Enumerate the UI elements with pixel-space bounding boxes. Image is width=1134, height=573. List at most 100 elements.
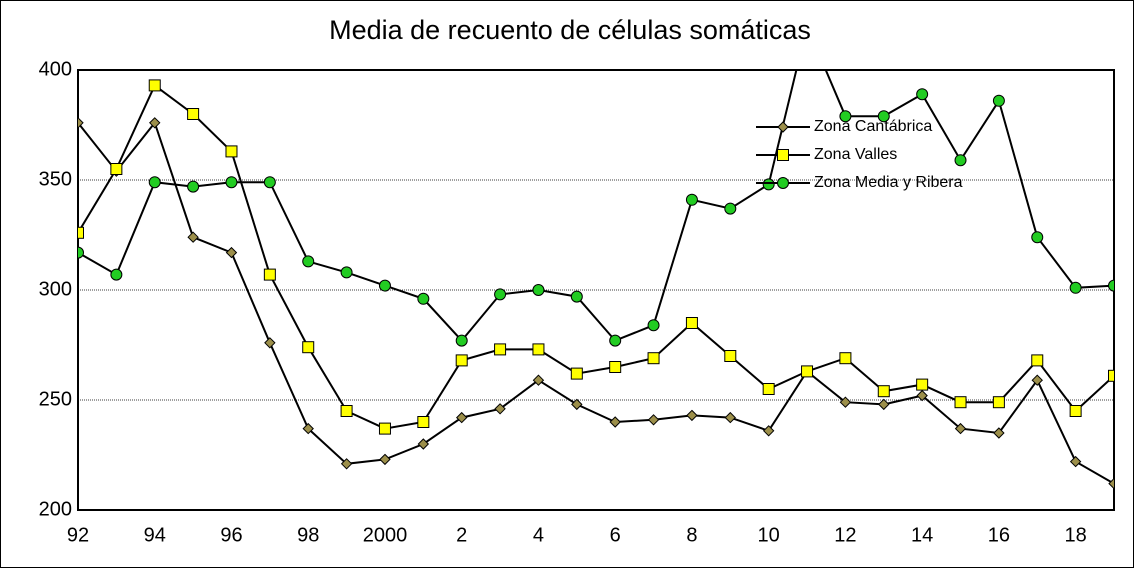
x-tick-label: 92 (67, 524, 89, 546)
marker (225, 176, 238, 189)
marker (340, 405, 353, 417)
marker (1069, 455, 1082, 468)
marker (302, 255, 315, 268)
marker (954, 396, 967, 409)
x-tick-label: 96 (220, 524, 242, 546)
marker (532, 374, 545, 386)
marker (609, 334, 622, 347)
series-line (78, 70, 1114, 343)
legend-label: Zona Media y Ribera (814, 174, 963, 191)
marker (762, 425, 775, 437)
marker (1108, 477, 1114, 490)
marker (225, 246, 238, 259)
x-tick-label: 10 (758, 524, 780, 546)
marker (1108, 279, 1114, 292)
marker (954, 154, 967, 167)
marker (455, 334, 468, 347)
marker (187, 180, 200, 193)
marker (1031, 231, 1044, 244)
marker (686, 409, 698, 422)
marker (916, 389, 928, 402)
marker (225, 145, 238, 158)
y-tick-label: 350 (39, 168, 72, 190)
marker (878, 398, 890, 411)
marker (340, 458, 353, 470)
marker (187, 231, 199, 243)
marker (78, 117, 84, 129)
marker (839, 352, 852, 365)
marker (302, 341, 315, 354)
marker (647, 352, 660, 365)
marker (916, 378, 929, 391)
marker (724, 411, 737, 424)
marker (110, 268, 123, 281)
marker (993, 427, 1005, 439)
marker (378, 422, 391, 435)
marker (532, 343, 545, 356)
legend-marker (777, 177, 789, 189)
marker (264, 337, 276, 349)
y-tick-label: 400 (39, 58, 72, 80)
series-line (78, 83, 1114, 430)
marker (839, 396, 852, 408)
marker (647, 319, 660, 332)
marker (571, 398, 583, 411)
marker (954, 422, 967, 435)
marker (570, 290, 583, 303)
marker (609, 361, 622, 373)
marker (992, 94, 1005, 107)
marker (302, 422, 314, 435)
x-tick-label: 18 (1065, 524, 1087, 546)
y-tick-label: 200 (39, 498, 72, 520)
legend-label: Zona Cantábrica (814, 118, 932, 135)
marker (149, 117, 161, 129)
marker (455, 354, 468, 367)
x-tick-label: 98 (297, 524, 319, 546)
series-line (78, 120, 1114, 485)
x-tick-label: 94 (144, 524, 166, 546)
marker (532, 284, 545, 296)
marker (609, 416, 621, 428)
marker (762, 383, 775, 395)
marker (417, 292, 430, 305)
marker (494, 288, 507, 301)
marker (417, 438, 430, 450)
y-tick-label: 300 (39, 278, 72, 300)
marker (685, 317, 698, 329)
marker (148, 79, 161, 92)
x-tick-label: 16 (988, 524, 1010, 546)
marker (685, 193, 698, 206)
marker (724, 350, 737, 362)
marker (647, 414, 660, 426)
marker (877, 385, 890, 398)
marker (1069, 405, 1082, 417)
marker (494, 343, 507, 356)
marker (78, 246, 84, 259)
marker (839, 110, 852, 123)
x-tick-label: 4 (533, 524, 544, 546)
marker (1031, 354, 1044, 367)
marker (187, 108, 200, 120)
marker (379, 453, 391, 466)
marker (1108, 369, 1114, 382)
x-tick-label: 6 (610, 524, 621, 546)
marker (570, 367, 583, 380)
x-tick-label: 12 (834, 524, 856, 546)
x-tick-label: 2000 (363, 524, 408, 546)
marker (801, 365, 814, 378)
marker (378, 279, 391, 292)
x-tick-label: 8 (686, 524, 697, 546)
legend-marker (777, 121, 789, 133)
marker (724, 202, 737, 215)
marker (78, 226, 84, 239)
marker (877, 110, 890, 123)
marker (1031, 374, 1043, 386)
marker (417, 416, 430, 428)
legend-label: Zona Valles (814, 146, 897, 163)
x-tick-label: 14 (911, 524, 933, 546)
marker (992, 396, 1005, 409)
marker (455, 411, 468, 424)
chart-title: Media de recuento de células somáticas (329, 15, 811, 45)
